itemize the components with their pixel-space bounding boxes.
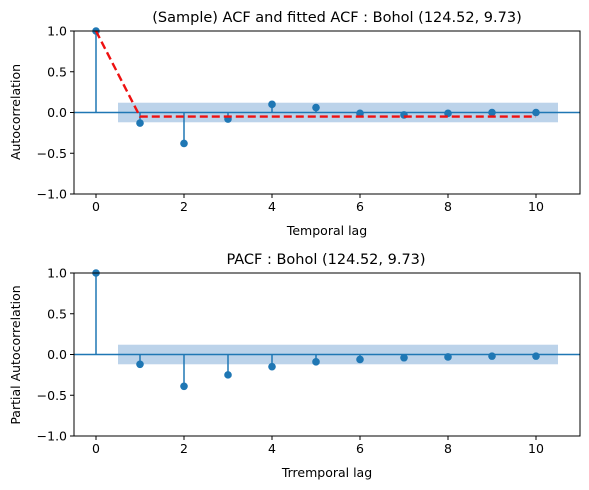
- point-lag-4: [268, 362, 276, 371]
- y-tick-label: −1.0: [37, 429, 67, 444]
- point-lag-6: [356, 355, 364, 364]
- point-lag-5: [312, 358, 320, 366]
- y-tick-label: −0.5: [37, 146, 67, 161]
- chart-title: PACF : Bohol (124.52, 9.73): [226, 252, 425, 268]
- point-lag-4: [268, 100, 276, 109]
- y-axis-label: Autocorrelation: [8, 64, 23, 160]
- x-tick-label: 10: [528, 199, 544, 214]
- point-lag-8: [444, 353, 452, 361]
- point-lag-3: [224, 371, 232, 379]
- point-lag-9: [488, 108, 496, 117]
- plot-area: [74, 273, 580, 387]
- y-tick-label: 1.0: [47, 24, 67, 39]
- x-tick-label: 2: [180, 199, 188, 214]
- x-tick-label: 6: [356, 441, 364, 456]
- x-tick-label: 2: [180, 441, 188, 456]
- x-tick-label: 6: [356, 199, 364, 214]
- point-lag-10: [532, 352, 540, 360]
- point-lag-7: [400, 353, 408, 362]
- x-tick-label: 8: [444, 199, 452, 214]
- x-tick-label: 10: [528, 441, 544, 456]
- x-tick-label: 0: [92, 199, 100, 214]
- x-tick-label: 4: [268, 199, 276, 214]
- x-axis-label: Temporal lag: [286, 223, 367, 238]
- x-axis-label: Trremporal lag: [281, 465, 372, 480]
- point-lag-10: [532, 108, 540, 117]
- fitted-acf-line: [94, 30, 536, 118]
- point-lag-9: [488, 352, 496, 360]
- y-axis-label: Partial Autocorrelation: [8, 285, 23, 424]
- pacf-chart: PACF : Bohol (124.52, 9.73) Trremporal l…: [8, 252, 581, 480]
- x-tick-label: 4: [268, 441, 276, 456]
- y-tick-label: 0.5: [47, 64, 67, 79]
- x-tick-label: 8: [444, 441, 452, 456]
- plot-area: [74, 31, 580, 144]
- point-lag-6: [356, 109, 364, 118]
- x-tick-label: 0: [92, 441, 100, 456]
- point-lag-2: [180, 139, 188, 148]
- point-lag-8: [444, 109, 452, 118]
- y-tick-label: 1.0: [47, 266, 67, 281]
- y-tick-label: 0.0: [47, 105, 67, 120]
- acf-chart: (Sample) ACF and fitted ACF : Bohol (124…: [8, 10, 581, 238]
- point-lag-5: [312, 103, 320, 112]
- y-tick-label: −1.0: [37, 187, 67, 202]
- y-tick-label: −0.5: [37, 388, 67, 403]
- chart-title: (Sample) ACF and fitted ACF : Bohol (124…: [152, 10, 521, 26]
- point-lag-1: [136, 119, 144, 127]
- point-lag-1: [136, 360, 144, 369]
- y-tick-label: 0.5: [47, 306, 67, 321]
- point-lag-2: [180, 382, 188, 391]
- y-tick-label: 0.0: [47, 347, 67, 362]
